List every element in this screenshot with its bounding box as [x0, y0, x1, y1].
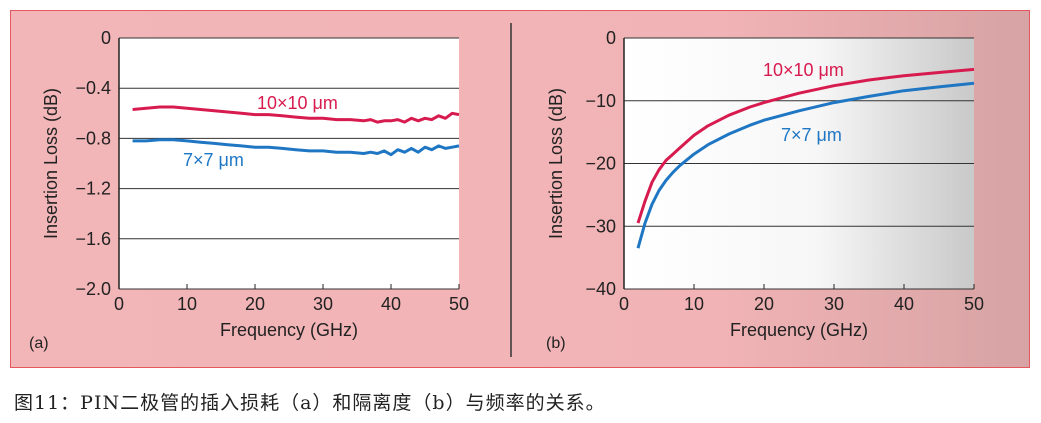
- x-tick-label-a: 10: [177, 294, 197, 314]
- panel-label-a: (a): [29, 335, 49, 352]
- x-tick-label-b: 40: [894, 294, 914, 314]
- y-tick-label-b: 0: [606, 28, 616, 48]
- x-axis-title-a: Frequency (GHz): [220, 320, 358, 340]
- plot-area-a: [119, 38, 459, 289]
- y-tick-label-a: −0.4: [75, 78, 111, 98]
- y-tick-label-b: −10: [585, 91, 616, 111]
- y-tick-label-a: −1.6: [75, 229, 111, 249]
- x-tick-label-a: 50: [449, 294, 469, 314]
- x-tick-label-b: 50: [964, 294, 984, 314]
- y-tick-label-b: −30: [585, 216, 616, 236]
- y-tick-label-b: −40: [585, 279, 616, 299]
- y-tick-label-a: −1.2: [75, 179, 111, 199]
- series-label-a-1: 7×7 μm: [183, 150, 244, 170]
- y-tick-label-b: −20: [585, 154, 616, 174]
- x-tick-label-b: 20: [754, 294, 774, 314]
- series-label-b-0: 10×10 μm: [763, 60, 844, 80]
- series-label-b-1: 7×7 μm: [781, 125, 842, 145]
- series-line-b-0: [636, 67, 975, 224]
- figure-caption: 图11：PIN二极管的插入损耗（a）和隔离度（b）与频率的关系。: [14, 392, 606, 414]
- x-tick-label-a: 30: [313, 294, 333, 314]
- x-tick-label-b: 30: [824, 294, 844, 314]
- panel-label-b: (b): [546, 335, 566, 352]
- figure-panel: 0 −0.4 −0.8 −1.2 −1.6 −2.0 0 10 20 30 40 50 Frequenc…: [10, 10, 1030, 368]
- series-label-a-0: 10×10 μm: [257, 93, 338, 113]
- figure-svg: 0−0.4−0.8−1.2−1.6−2.00 10 20 30 40 50Frequenc…: [29, 23, 984, 357]
- series-line-a-1: [132, 138, 460, 157]
- y-tick-label-a: 0: [101, 28, 111, 48]
- y-axis-title-a: Insertion Loss (dB): [41, 88, 61, 239]
- x-axis-title-b: Frequency (GHz): [730, 320, 868, 340]
- y-tick-label-a: −0.8: [75, 128, 111, 148]
- x-tick-label-a: 40: [381, 294, 401, 314]
- y-tick-label-a: −2.0: [75, 279, 111, 299]
- series-line-b-1: [636, 81, 975, 249]
- x-tick-label-a: 0: [114, 294, 124, 314]
- series-line-a-0: [132, 105, 460, 124]
- x-tick-label-b: 0: [619, 294, 629, 314]
- x-tick-label-b: 10: [684, 294, 704, 314]
- x-tick-label-a: 20: [245, 294, 265, 314]
- y-axis-title-b: Insertion Loss (dB): [546, 88, 566, 239]
